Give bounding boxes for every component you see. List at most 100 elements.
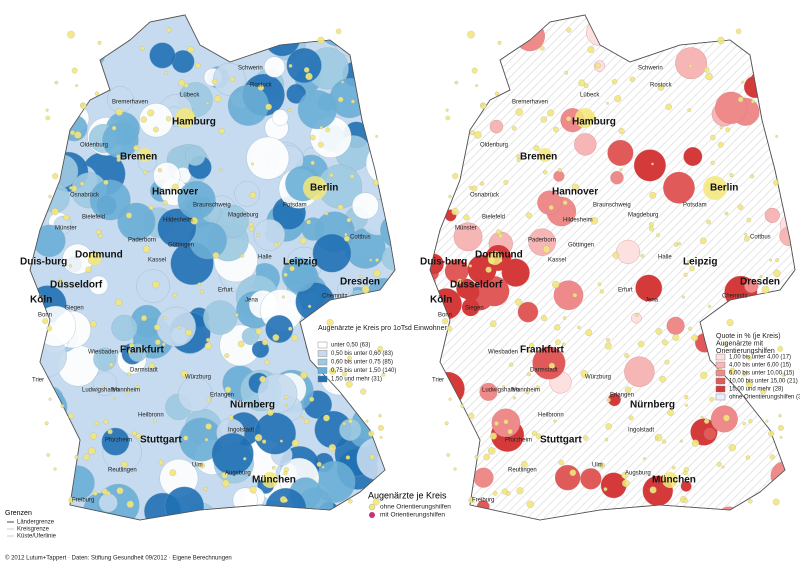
doctor-symbol xyxy=(516,487,524,495)
major-city-label: Köln xyxy=(30,295,52,306)
doctor-symbol xyxy=(624,353,630,358)
doctor-symbol xyxy=(688,326,693,331)
city-label: Bonn xyxy=(438,313,452,319)
district-patch xyxy=(430,253,444,275)
city-label: Ulm xyxy=(592,463,603,469)
doctor-symbol-large xyxy=(88,251,102,265)
doctor-symbol xyxy=(480,102,484,107)
doctor-symbol xyxy=(98,233,103,239)
doctor-symbol xyxy=(251,162,254,166)
city-label: Ludwigshafen xyxy=(82,388,119,394)
legend-label: 4,00 bis unter 6,00 (15) xyxy=(729,363,791,369)
city-label: Rostock xyxy=(250,83,273,89)
doctor-symbol xyxy=(487,447,496,455)
doctor-symbol xyxy=(749,174,755,179)
city-label: Bielefeld xyxy=(482,215,505,221)
major-city-label: Stuttgart xyxy=(140,435,182,446)
district-patch xyxy=(211,432,254,475)
doctor-symbol xyxy=(359,275,363,279)
district-patch xyxy=(234,181,260,207)
legend-label: 6,00 bis unter 10,00 (15) xyxy=(729,371,794,377)
doctor-symbol-large xyxy=(488,251,502,265)
doctor-symbol xyxy=(768,430,775,437)
doctor-symbol xyxy=(53,467,57,471)
city-label: Freiburg xyxy=(472,498,494,504)
doctor-symbol xyxy=(198,462,205,469)
symbol-magenta xyxy=(369,512,375,518)
doctor-symbol xyxy=(373,269,381,278)
district-patch xyxy=(92,371,118,396)
doctor-symbol xyxy=(457,278,463,284)
doctor-symbol xyxy=(606,397,611,403)
city-label: Mannheim xyxy=(112,388,140,394)
district-patch xyxy=(537,190,562,215)
doctor-symbol xyxy=(281,295,285,299)
doctor-symbol xyxy=(689,265,695,272)
district-patch xyxy=(30,116,43,134)
district-patch xyxy=(372,24,393,45)
doctor-symbol xyxy=(751,99,755,104)
doctor-symbol xyxy=(148,205,154,211)
district-patch xyxy=(111,314,138,341)
legend-label: ohne Orientierungshilfen (306) xyxy=(729,395,800,401)
district-patch xyxy=(232,15,274,54)
doctor-symbol xyxy=(471,67,478,74)
city-label: Halle xyxy=(658,255,672,261)
major-city-label: Berlin xyxy=(710,183,738,194)
doctor-symbol xyxy=(212,252,220,259)
doctor-symbol xyxy=(324,211,329,216)
legend-title-line: Augenärzte mit xyxy=(716,340,763,347)
doctor-symbol xyxy=(221,472,228,479)
doctor-symbol xyxy=(274,242,279,247)
doctor-symbol xyxy=(283,471,288,476)
doctor-symbol xyxy=(728,443,737,452)
doctor-symbol xyxy=(452,173,459,180)
symbol-label: ohne Orientierungshilfen xyxy=(380,504,451,511)
doctor-symbol xyxy=(291,334,299,342)
doctor-symbol xyxy=(621,472,628,479)
city-label: Ludwigshafen xyxy=(482,388,519,394)
doctor-symbol xyxy=(451,207,459,216)
city-label: Schwerin xyxy=(238,66,263,72)
city-label: Pforzheim xyxy=(105,438,132,444)
city-label: Potsdam xyxy=(283,203,307,209)
doctor-symbol xyxy=(479,181,485,186)
district-patch xyxy=(356,437,395,481)
doctor-symbol xyxy=(535,385,540,390)
doctor-symbol xyxy=(87,447,96,455)
city-label: Paderborn xyxy=(528,238,556,244)
doctor-symbol xyxy=(684,403,688,407)
doctor-symbol xyxy=(57,278,63,284)
doctor-symbol xyxy=(177,325,181,329)
doctor-symbol xyxy=(262,439,267,444)
district-patch xyxy=(680,480,692,492)
district-patch xyxy=(34,122,57,145)
doctor-symbol xyxy=(467,30,475,39)
doctor-symbol xyxy=(319,125,323,130)
district-patch xyxy=(47,50,76,79)
doctor-symbol xyxy=(284,403,288,407)
doctor-symbol xyxy=(107,429,113,435)
doctor-symbol xyxy=(745,380,753,388)
doctor-symbol xyxy=(643,457,647,461)
doctor-symbol xyxy=(161,342,166,347)
doctor-symbol xyxy=(777,345,784,352)
major-city-label: München xyxy=(252,475,296,486)
city-label: Würzburg xyxy=(585,375,611,381)
doctor-symbol xyxy=(605,423,612,430)
doctor-symbol xyxy=(158,459,164,466)
district-patch xyxy=(607,139,634,166)
city-label: Erlangen xyxy=(210,393,234,399)
doctor-symbol xyxy=(662,339,668,346)
doctor-symbol xyxy=(759,275,763,279)
doctor-symbol xyxy=(183,435,189,441)
doctor-symbol xyxy=(309,396,315,402)
doctor-symbol xyxy=(141,315,148,322)
district-patch xyxy=(453,222,483,252)
major-city-label: Stuttgart xyxy=(540,435,582,446)
doctor-symbol xyxy=(540,116,547,123)
district-patch xyxy=(254,412,296,455)
doctor-symbol xyxy=(360,388,367,395)
doctor-symbol xyxy=(703,418,710,424)
doctor-symbol xyxy=(147,109,155,117)
